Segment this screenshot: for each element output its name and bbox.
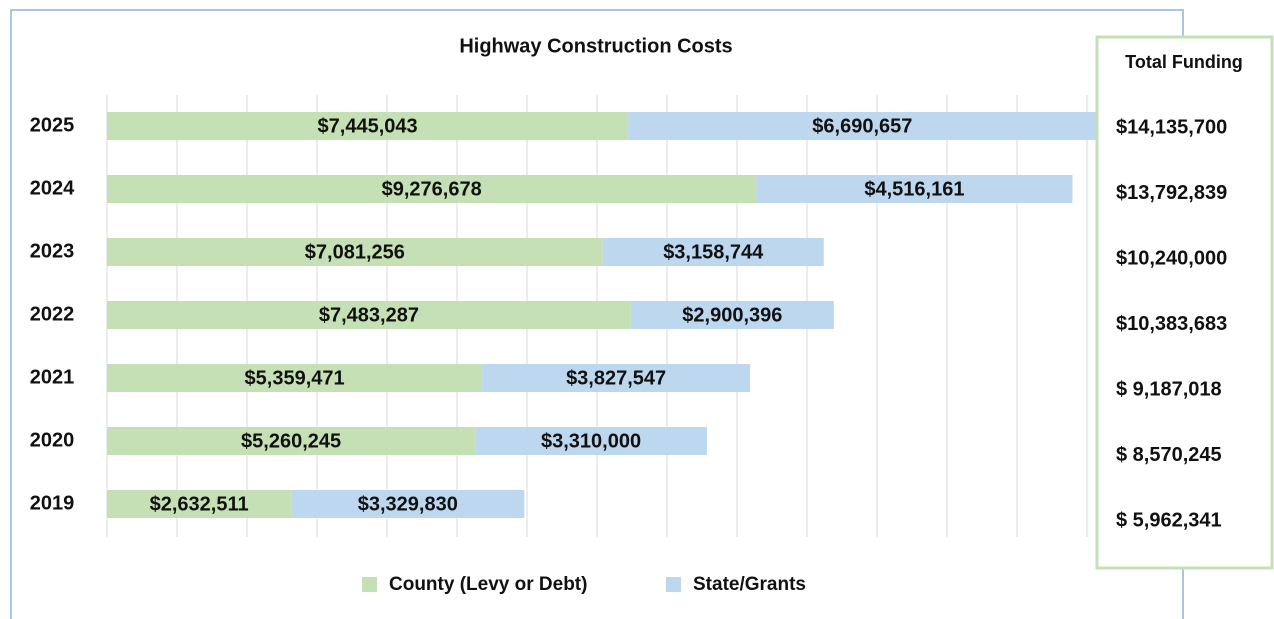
bar-segment	[107, 238, 603, 266]
bar-segment	[107, 301, 631, 329]
bar-segment	[475, 427, 707, 455]
total-funding-title: Total Funding	[1125, 52, 1243, 72]
data-label: $4,516,161	[864, 178, 964, 200]
y-tick-label: 2019	[30, 492, 75, 514]
data-label: $2,632,511	[150, 493, 249, 515]
chart-title: Highway Construction Costs	[459, 35, 732, 57]
bar-segment	[756, 175, 1073, 203]
total-funding-value: $10,383,683	[1116, 313, 1227, 335]
y-tick-label: 2023	[30, 240, 75, 262]
total-funding-value: $ 5,962,341	[1116, 509, 1222, 531]
legend-swatch	[666, 577, 681, 592]
data-label: $5,359,471	[245, 367, 345, 389]
data-label: $3,158,744	[663, 241, 764, 263]
y-tick-label: 2020	[30, 429, 75, 451]
legend-label: State/Grants	[693, 574, 806, 595]
total-funding-value: $ 9,187,018	[1116, 378, 1222, 400]
total-funding-value: $13,792,839	[1116, 182, 1227, 204]
y-tick-label: 2024	[30, 177, 75, 199]
data-label: $3,329,830	[358, 493, 458, 515]
y-tick-label: 2021	[30, 366, 75, 388]
data-label: $5,260,245	[241, 430, 341, 452]
bar-segment	[107, 364, 483, 392]
data-label: $7,081,256	[305, 241, 405, 263]
data-label: $9,276,678	[382, 178, 482, 200]
bar-segment	[107, 175, 757, 203]
data-label: $7,445,043	[318, 115, 418, 137]
bar-segment	[630, 301, 834, 329]
plot-area: 2025 $7,445,043 $6,690,657 2024 $9,276,678 $4…	[30, 95, 1097, 537]
legend-label: County (Levy or Debt)	[389, 574, 587, 595]
bar-segment	[107, 427, 476, 455]
bar-segment	[107, 490, 292, 518]
legend-swatch	[362, 577, 377, 592]
data-label: $6,690,657	[812, 115, 912, 137]
bar-segment	[628, 112, 1097, 140]
bar-segment	[482, 364, 751, 392]
bar-segment	[291, 490, 525, 518]
y-tick-label: 2025	[30, 114, 75, 136]
total-funding-value: $10,240,000	[1116, 247, 1227, 269]
data-label: $3,310,000	[541, 430, 641, 452]
total-funding-value: $ 8,570,245	[1116, 444, 1222, 466]
y-tick-label: 2022	[30, 303, 75, 325]
data-label: $3,827,547	[566, 367, 666, 389]
bar-segment	[602, 238, 824, 266]
bar-segment	[107, 112, 629, 140]
data-label: $7,483,287	[319, 304, 419, 326]
total-funding-value: $14,135,700	[1116, 116, 1227, 138]
data-label: $2,900,396	[682, 304, 782, 326]
total-funding-panel	[1095, 35, 1274, 570]
